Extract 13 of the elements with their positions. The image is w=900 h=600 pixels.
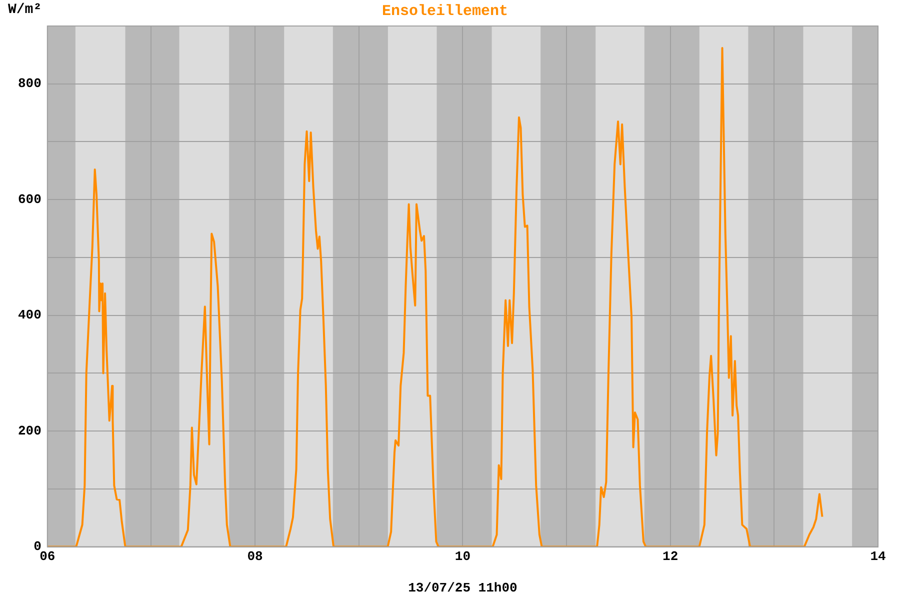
y-tick-label: 800 bbox=[18, 76, 42, 92]
y-tick-label: 0 bbox=[34, 539, 42, 554]
y-tick-label: 600 bbox=[18, 192, 42, 207]
chart-title: Ensoleillement bbox=[382, 2, 508, 20]
y-tick-label: 200 bbox=[18, 423, 42, 438]
x-tick-label: 08 bbox=[247, 548, 264, 564]
x-tick-label: 14 bbox=[870, 548, 886, 564]
x-axis-title: 13/07/25 11h00 bbox=[408, 580, 518, 596]
y-axis-title: W/m² bbox=[8, 2, 42, 18]
x-tick-label: 10 bbox=[454, 548, 471, 564]
x-tick-label: 06 bbox=[40, 548, 56, 564]
x-tick-label: 12 bbox=[662, 548, 678, 564]
y-tick-label: 400 bbox=[18, 308, 42, 323]
